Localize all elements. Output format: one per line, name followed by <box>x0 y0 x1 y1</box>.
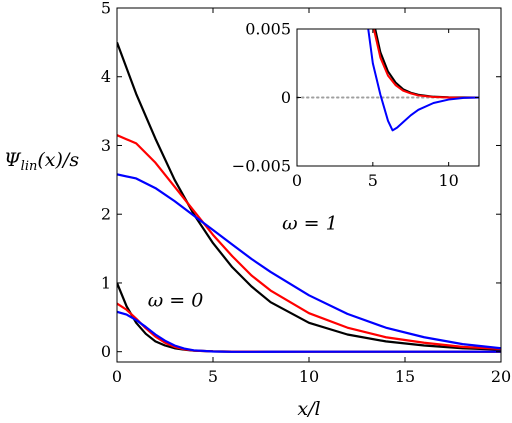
inset-series-line-2 <box>367 29 479 132</box>
main-x-tick-label: 5 <box>208 367 218 386</box>
inset-x-tick-label: 10 <box>438 171 458 190</box>
y-axis-label: Ψlin(x)/s <box>4 149 79 174</box>
inset-x-tick-label: 5 <box>368 171 378 190</box>
x-axis-label: x/l <box>297 398 320 420</box>
inset-x-tick-label: 0 <box>292 171 302 190</box>
inset-y-tick-label: 0 <box>281 88 291 107</box>
main-series-line-0 <box>117 41 501 351</box>
main-x-tick-label: 15 <box>395 367 415 386</box>
annotation-omega-1: ω = 1 <box>282 212 338 234</box>
main-series-line-2 <box>117 173 501 350</box>
y-axis-label-rest: (x)/s <box>37 149 79 171</box>
main-y-tick-label: 4 <box>101 67 111 86</box>
main-x-tick-label: 10 <box>299 367 319 386</box>
main-series-line-5 <box>117 310 501 353</box>
svg-text:Ψlin(x)/s: Ψlin(x)/s <box>4 149 79 174</box>
y-axis-label-subscript: lin <box>21 159 38 174</box>
main-x-tick-label: 20 <box>491 367 511 386</box>
main-y-tick-label: 0 <box>101 342 111 361</box>
inset-y-tick-label: 0.005 <box>245 20 291 39</box>
main-y-tick-label: 3 <box>101 136 111 155</box>
main-y-tick-label: 5 <box>101 0 111 18</box>
inset-series-line-1 <box>372 29 479 99</box>
inset-y-tick-label: −0.005 <box>232 157 291 176</box>
annotation-omega-0: ω = 0 <box>148 289 204 311</box>
main-series-line-1 <box>117 134 501 351</box>
main-y-tick-label: 1 <box>101 273 111 292</box>
main-y-tick-label: 2 <box>101 205 111 224</box>
main-x-tick-label: 0 <box>112 367 122 386</box>
